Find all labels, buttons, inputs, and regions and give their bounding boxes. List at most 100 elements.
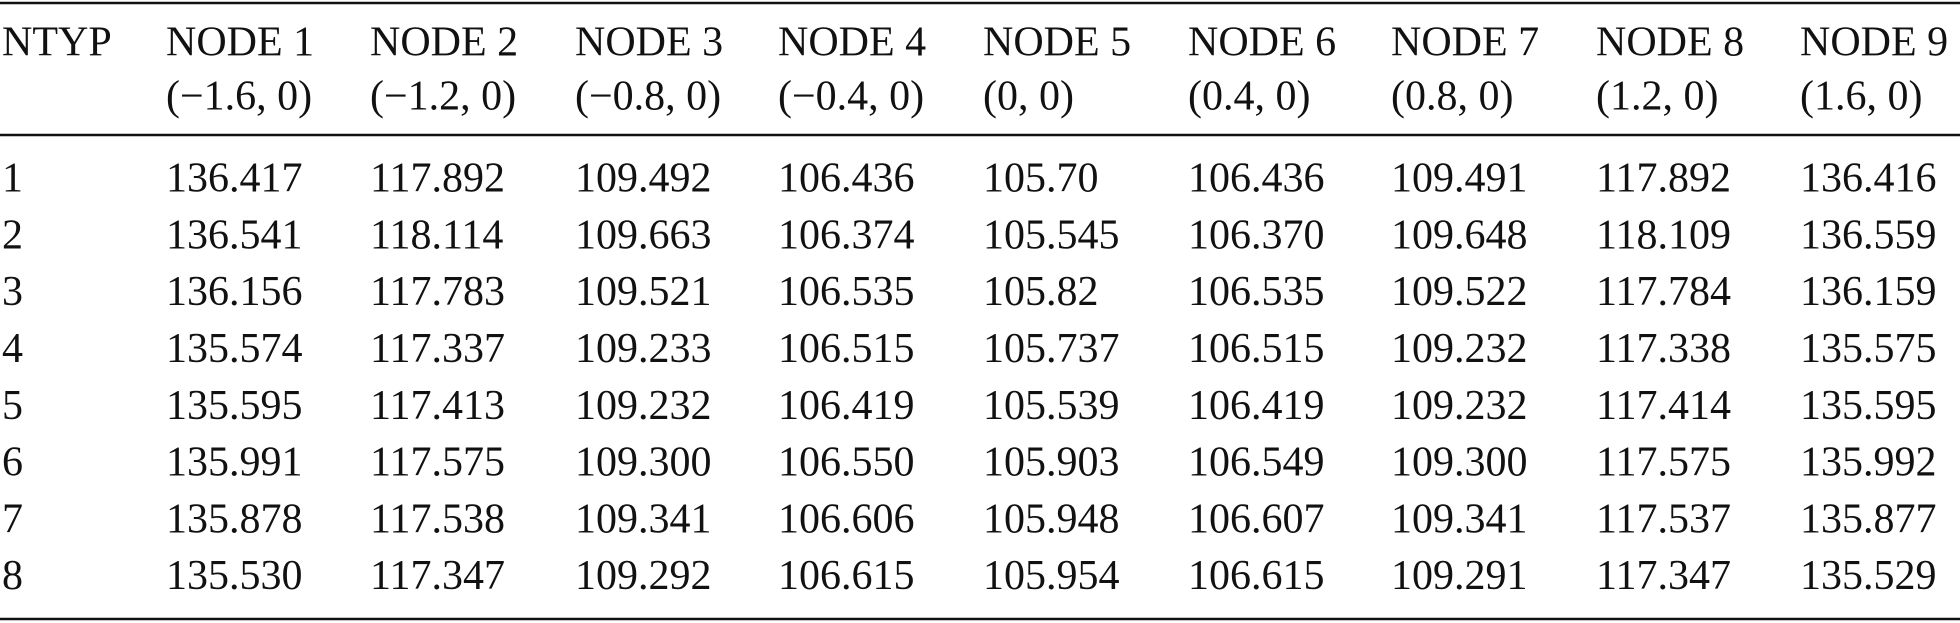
- table-cell: 118.109: [1596, 212, 1731, 258]
- table-cell: 106.436: [1188, 156, 1325, 202]
- table-cell: 117.347: [1596, 553, 1731, 599]
- table-cell: 109.232: [1391, 383, 1528, 429]
- header-coord: (0, 0): [983, 74, 1074, 120]
- table-cell: 109.341: [575, 496, 712, 542]
- header-cell: NODE 8: [1596, 20, 1744, 66]
- table-cell: 106.615: [1188, 553, 1325, 599]
- table-cell: 106.615: [778, 553, 915, 599]
- table-cell: 117.347: [370, 553, 505, 599]
- table-cell: 109.341: [1391, 496, 1528, 542]
- table-cell: 117.413: [370, 383, 505, 429]
- header-coord: (−1.6, 0): [166, 74, 312, 120]
- table-cell: 136.417: [166, 156, 303, 202]
- header-cell: NTYP: [2, 20, 112, 66]
- table-cell: 135.991: [166, 440, 303, 486]
- table-cell: 109.491: [1391, 156, 1528, 202]
- table-cell: 117.784: [1596, 269, 1731, 315]
- table-cell: 106.549: [1188, 440, 1325, 486]
- table-cell: 135.575: [1800, 326, 1937, 372]
- table-cell: 135.877: [1800, 496, 1937, 542]
- table-cell: 136.156: [166, 269, 303, 315]
- table-cell: 6: [2, 440, 23, 486]
- table-cell: 105.70: [983, 156, 1099, 202]
- table-cell: 106.535: [778, 269, 915, 315]
- header-cell: NODE 7: [1391, 20, 1539, 66]
- table-cell: 105.545: [983, 212, 1120, 258]
- table-cell: 106.550: [778, 440, 915, 486]
- table-cell: 135.574: [166, 326, 303, 372]
- table-cell: 117.892: [1596, 156, 1731, 202]
- table-cell: 117.892: [370, 156, 505, 202]
- table-cell: 135.595: [166, 383, 303, 429]
- table-cell: 135.992: [1800, 440, 1937, 486]
- table-cell: 109.663: [575, 212, 712, 258]
- table-cell: 105.737: [983, 326, 1120, 372]
- table-cell: 1: [2, 156, 23, 202]
- header-coord: (−1.2, 0): [370, 74, 516, 120]
- table-cell: 2: [2, 212, 23, 258]
- header-coord: (0.4, 0): [1188, 74, 1310, 120]
- header-cell: NODE 4: [778, 20, 926, 66]
- table-cell: 117.575: [370, 440, 505, 486]
- header-coord: (0.8, 0): [1391, 74, 1513, 120]
- table-cell: 106.515: [778, 326, 915, 372]
- table-cell: 106.535: [1188, 269, 1325, 315]
- table-cell: 135.529: [1800, 553, 1937, 599]
- table-cell: 106.370: [1188, 212, 1325, 258]
- table-cell: 4: [2, 326, 23, 372]
- table-cell: 117.783: [370, 269, 505, 315]
- table-cell: 106.436: [778, 156, 915, 202]
- table-cell: 105.948: [983, 496, 1120, 542]
- table-cell: 109.233: [575, 326, 712, 372]
- table-cell: 3: [2, 269, 23, 315]
- table-cell: 106.374: [778, 212, 915, 258]
- table-cell: 136.559: [1800, 212, 1937, 258]
- table-cell: 105.82: [983, 269, 1099, 315]
- table-cell: 109.492: [575, 156, 712, 202]
- header-cell: NODE 9: [1800, 20, 1948, 66]
- table-cell: 136.416: [1800, 156, 1937, 202]
- header-coord: (1.2, 0): [1596, 74, 1718, 120]
- table-cell: 106.515: [1188, 326, 1325, 372]
- table-cell: 117.337: [370, 326, 505, 372]
- header-coord: (1.6, 0): [1800, 74, 1922, 120]
- table-cell: 109.292: [575, 553, 712, 599]
- table-cell: 118.114: [370, 212, 503, 258]
- table-cell: 106.419: [1188, 383, 1325, 429]
- table-cell: 105.903: [983, 440, 1120, 486]
- header-cell: NODE 2: [370, 20, 518, 66]
- table-cell: 106.419: [778, 383, 915, 429]
- table-cell: 109.648: [1391, 212, 1528, 258]
- table-cell: 109.291: [1391, 553, 1528, 599]
- header-cell: NODE 5: [983, 20, 1131, 66]
- header-coord: (−0.8, 0): [575, 74, 721, 120]
- table-cell: 7: [2, 496, 23, 542]
- table-cell: 105.954: [983, 553, 1120, 599]
- header-cell: NODE 6: [1188, 20, 1336, 66]
- table-cell: 106.606: [778, 496, 915, 542]
- table-cell: 117.538: [370, 496, 505, 542]
- table-cell: 106.607: [1188, 496, 1325, 542]
- table-cell: 105.539: [983, 383, 1120, 429]
- table-cell: 117.575: [1596, 440, 1731, 486]
- table-cell: 8: [2, 553, 23, 599]
- table-cell: 136.159: [1800, 269, 1937, 315]
- table-cell: 135.878: [166, 496, 303, 542]
- table-cell: 109.521: [575, 269, 712, 315]
- header-coord: (−0.4, 0): [778, 74, 924, 120]
- table-cell: 109.232: [1391, 326, 1528, 372]
- table-cell: 117.537: [1596, 496, 1731, 542]
- table-cell: 109.300: [1391, 440, 1528, 486]
- header-cell: NODE 3: [575, 20, 723, 66]
- table-cell: 117.338: [1596, 326, 1731, 372]
- table-cell: 135.595: [1800, 383, 1937, 429]
- header-cell: NODE 1: [166, 20, 314, 66]
- table-cell: 109.522: [1391, 269, 1528, 315]
- table-cell: 5: [2, 383, 23, 429]
- table-cell: 109.300: [575, 440, 712, 486]
- table-cell: 135.530: [166, 553, 303, 599]
- table-cell: 109.232: [575, 383, 712, 429]
- table-cell: 117.414: [1596, 383, 1731, 429]
